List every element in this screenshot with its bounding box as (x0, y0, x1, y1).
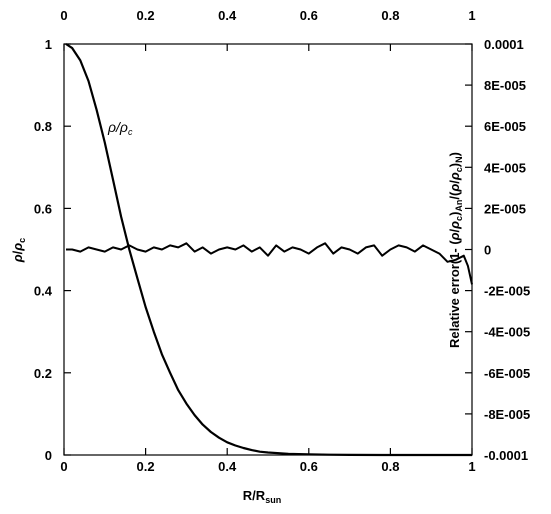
y-right-tick-label: -0.0001 (484, 448, 528, 463)
y-left-tick-label: 0.2 (34, 366, 52, 381)
y-right-tick-label: -8E-005 (484, 407, 530, 422)
x-tick-label: 0.2 (137, 459, 155, 474)
y-right-tick-label: -2E-005 (484, 284, 530, 299)
y-right-tick-label: 2E-005 (484, 201, 526, 216)
y-left-subscript: c (17, 238, 27, 243)
y-right-tick-label: 8E-005 (484, 78, 526, 93)
top-tick-label: 0.8 (381, 8, 399, 23)
curve-annotation: ρ/ρc (107, 119, 133, 137)
x-axis-label-subscript: sun (265, 495, 281, 505)
y-right-tick-label: -6E-005 (484, 366, 530, 381)
y-right-tick-label: 4E-005 (484, 160, 526, 175)
x-axis-label: R/Rsun (243, 488, 281, 505)
x-tick-label: 0.6 (300, 459, 318, 474)
y-right-tick-label: -4E-005 (484, 325, 530, 340)
series-line-density (65, 43, 472, 457)
top-tick-label: 0.2 (137, 8, 155, 23)
x-tick-label: 0 (60, 459, 67, 474)
y-right-tick-label: 6E-005 (484, 119, 526, 134)
y-left-axis-label: ρ/ρc (10, 238, 27, 263)
top-tick-label: 0.4 (218, 8, 237, 23)
tick-labels: 0 0.2 0.4 0.6 0.8 10 0.2 0.4 0.6 0.8 100.20.40.60.… (34, 8, 530, 474)
y-right-tick-label: 0.0001 (484, 37, 524, 52)
y-left-tick-label: 0.8 (34, 119, 52, 134)
y-left-tick-label: 0 (45, 448, 52, 463)
top-tick-label: 1 (468, 8, 475, 23)
series-group (65, 43, 473, 457)
y-left-tick-label: 0.4 (34, 284, 53, 299)
y-right-axis-label: Relative error(1- (ρ/ρc)An/(ρ/ρc)N) (447, 152, 464, 348)
series-line-relative-error (66, 242, 473, 285)
y-left-rho-c: ρ (10, 243, 25, 252)
y-left-tick-label: 1 (45, 37, 52, 52)
y-left-rho: ρ (10, 254, 25, 263)
tick-marks (63, 43, 473, 456)
y-left-tick-label: 0.6 (34, 201, 52, 216)
x-tick-label: 0.4 (218, 459, 237, 474)
x-tick-label: 0.8 (381, 459, 399, 474)
x-tick-label: 1 (468, 459, 475, 474)
top-tick-label: 0 (60, 8, 67, 23)
y-right-tick-label: 0 (484, 243, 491, 258)
top-tick-label: 0.6 (300, 8, 318, 23)
